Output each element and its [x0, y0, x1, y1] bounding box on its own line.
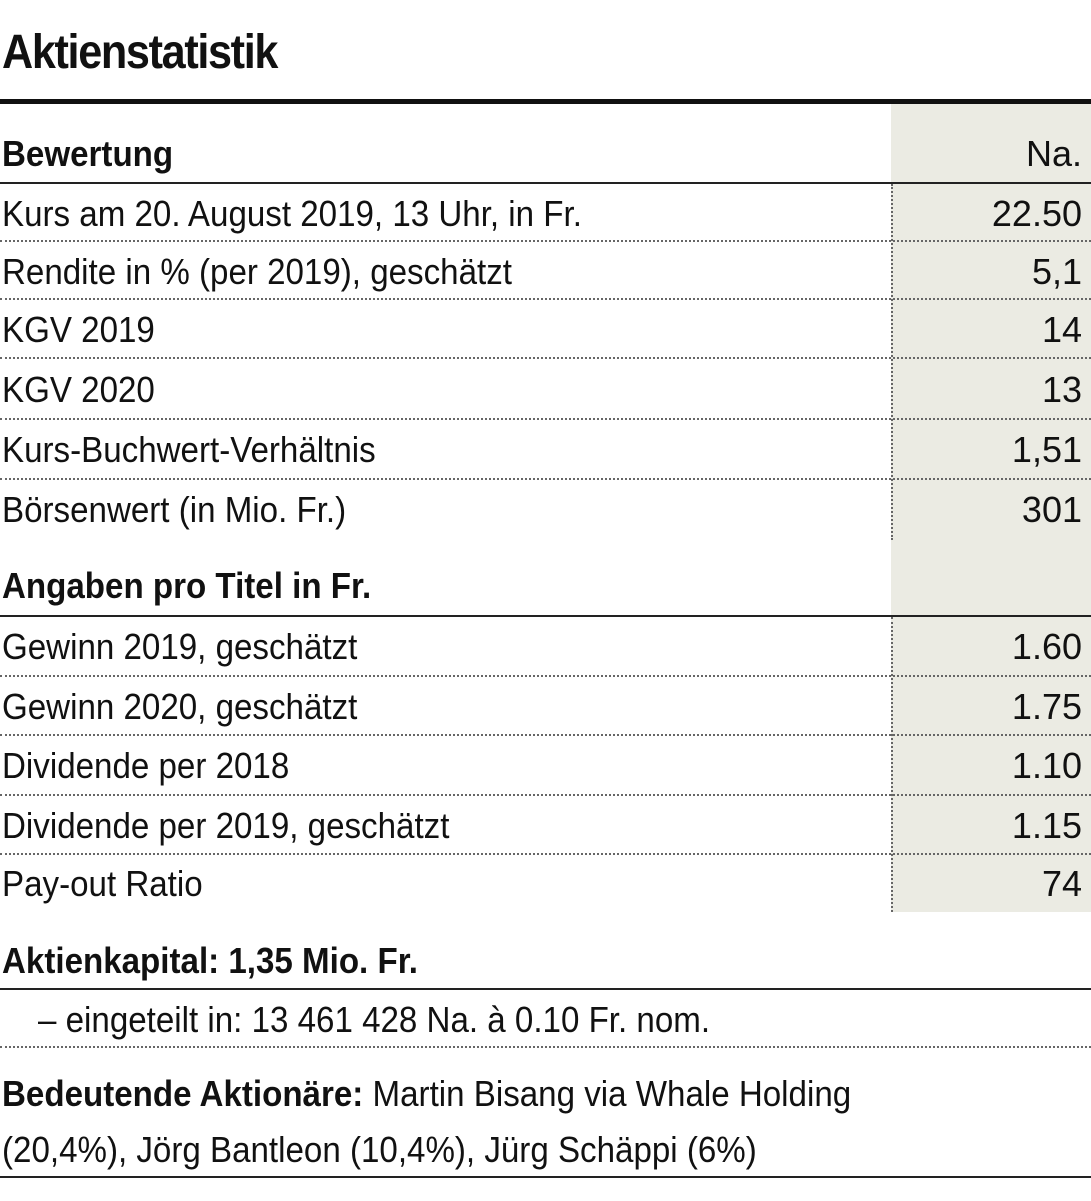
row-label: Gewinn 2020, geschätzt [2, 686, 358, 727]
bewertung-header-row: Bewertung Na. [0, 124, 1091, 184]
row-label: Pay-out Ratio [2, 863, 203, 904]
row-label: Börsenwert (in Mio. Fr.) [2, 489, 347, 530]
header-rule [0, 182, 1091, 184]
row-value: 1.60 [1011, 626, 1082, 667]
aktienkapital-rule [0, 988, 1091, 990]
row-value: 74 [1041, 863, 1082, 904]
aktionaere-label: Bedeutende Aktionäre: [2, 1073, 364, 1114]
table-row: Rendite in % (per 2019), geschätzt 5,1 [0, 242, 1091, 302]
row-value: 5,1 [1031, 251, 1082, 292]
header-rule [0, 615, 1091, 617]
table-row: Kurs-Buchwert-Verhältnis 1,51 [0, 420, 1091, 480]
row-label: Dividende per 2019, geschätzt [2, 805, 450, 846]
row-label: Dividende per 2018 [2, 745, 290, 786]
title-rule [0, 99, 1091, 104]
aktienkapital-detail: – eingeteilt in: 13 461 428 Na. à 0.10 F… [38, 999, 711, 1040]
page-title: Aktienstatistik [2, 26, 278, 79]
row-divider [0, 675, 1091, 677]
table-row: Dividende per 2018 1.10 [0, 736, 1091, 796]
table-row: Dividende per 2019, geschätzt 1.15 [0, 796, 1091, 856]
angaben-header-row: Angaben pro Titel in Fr. [0, 556, 1091, 616]
row-label: KGV 2019 [2, 309, 155, 350]
column-separator-1 [891, 184, 893, 540]
table-row: Gewinn 2019, geschätzt 1.60 [0, 617, 1091, 677]
row-divider [0, 357, 1091, 359]
row-value: 13 [1041, 369, 1082, 410]
row-divider [0, 418, 1091, 420]
table-row: Pay-out Ratio 74 [0, 854, 1091, 914]
table-row: Kurs am 20. August 2019, 13 Uhr, in Fr. … [0, 184, 1091, 244]
table-row: KGV 2019 14 [0, 300, 1091, 360]
row-value: 22.50 [991, 193, 1082, 234]
aktionaere-line-1: Bedeutende Aktionäre: Martin Bisang via … [2, 1069, 851, 1119]
row-label: Kurs am 20. August 2019, 13 Uhr, in Fr. [2, 193, 582, 234]
table-row: Gewinn 2020, geschätzt 1.75 [0, 677, 1091, 737]
row-value: 1,51 [1011, 429, 1082, 470]
row-divider [0, 794, 1091, 796]
row-divider [0, 240, 1091, 242]
row-label: Kurs-Buchwert-Verhältnis [2, 429, 376, 470]
row-value: 1.10 [1011, 745, 1082, 786]
value-column-shade [891, 104, 1091, 912]
row-label: Rendite in % (per 2019), geschätzt [2, 251, 512, 292]
row-divider [0, 734, 1091, 736]
column-header-na: Na. [1025, 133, 1082, 174]
angaben-header: Angaben pro Titel in Fr. [2, 565, 372, 606]
aktienkapital-label: Aktienkapital: 1,35 Mio. Fr. [2, 940, 418, 981]
row-divider [0, 478, 1091, 480]
aktionaere-text-2: (20,4%), Jörg Bantleon (10,4%), Jürg Sch… [2, 1129, 757, 1170]
column-separator-2 [891, 617, 893, 912]
row-divider [0, 853, 1091, 855]
table-row: KGV 2020 13 [0, 360, 1091, 420]
aktionaere-text-1: Martin Bisang via Whale Holding [372, 1073, 852, 1114]
row-value: 1.15 [1011, 805, 1082, 846]
row-label: KGV 2020 [2, 369, 155, 410]
row-value: 1.75 [1011, 686, 1082, 727]
row-value: 301 [1021, 489, 1082, 530]
row-value: 14 [1041, 309, 1082, 350]
row-divider [0, 298, 1091, 300]
section-divider [0, 1046, 1091, 1048]
row-label: Gewinn 2019, geschätzt [2, 626, 358, 667]
bewertung-header: Bewertung [2, 133, 174, 174]
table-row: Börsenwert (in Mio. Fr.) 301 [0, 480, 1091, 540]
bottom-rule [0, 1176, 1091, 1178]
